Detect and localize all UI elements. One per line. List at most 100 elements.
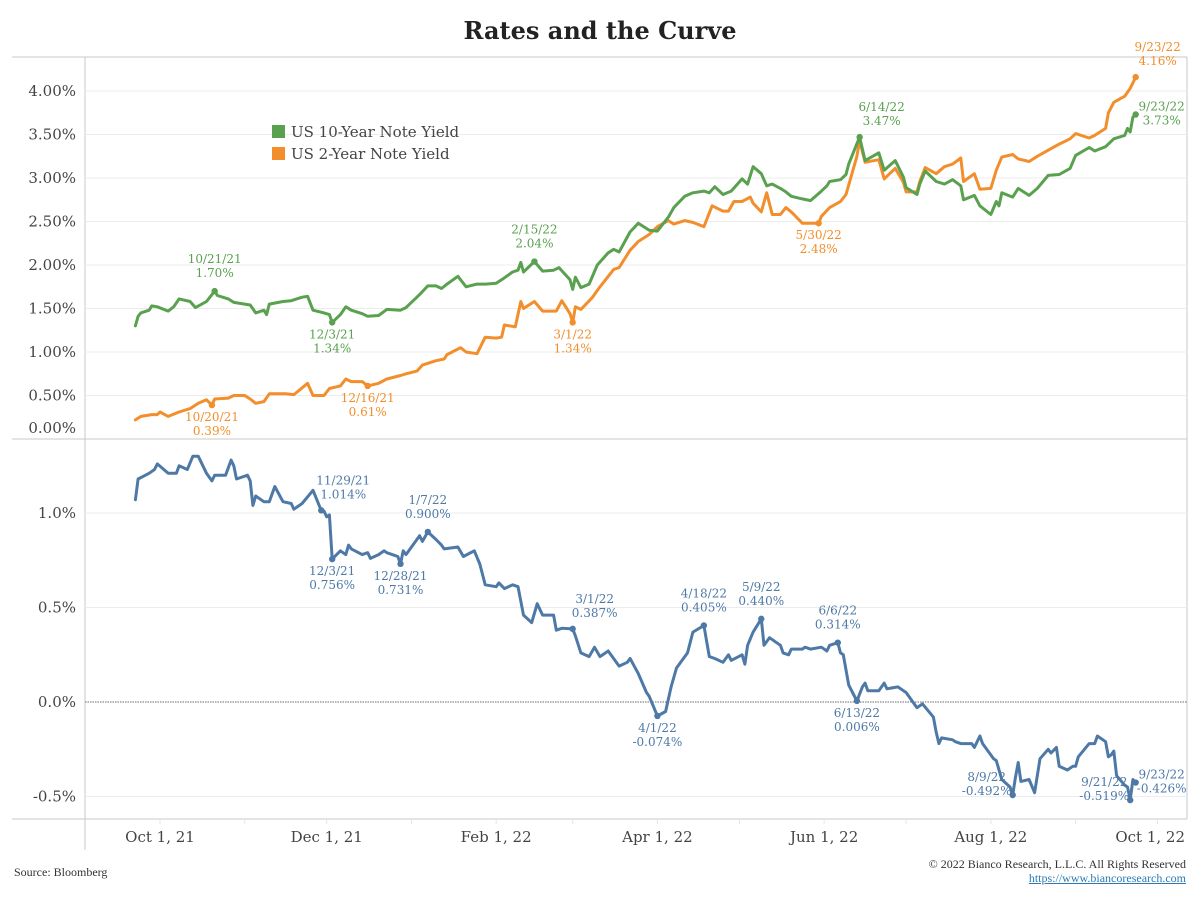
legend-label: US 10-Year Note Yield bbox=[291, 123, 459, 141]
y-tick-label: 0.0% bbox=[38, 693, 76, 711]
annotation-date: 8/9/22 bbox=[967, 770, 1006, 784]
x-tick-label: Feb 1, 22 bbox=[461, 828, 532, 846]
annotation-date: 6/14/22 bbox=[859, 100, 905, 114]
y-tick-label: 3.50% bbox=[28, 126, 76, 144]
annotation-marker bbox=[1009, 791, 1016, 799]
annotation-value: 1.34% bbox=[554, 341, 592, 355]
annotation-marker bbox=[1132, 73, 1139, 81]
annotation-value: 1.014% bbox=[320, 487, 366, 501]
annotation-marker bbox=[531, 258, 538, 265]
annotation-marker bbox=[569, 625, 576, 633]
annotation-date: 10/21/21 bbox=[188, 252, 242, 266]
series-line-10y-2y-curve bbox=[133, 454, 1138, 802]
annotation-value: 0.387% bbox=[572, 606, 618, 620]
annotation-date: 5/9/22 bbox=[742, 580, 781, 594]
annotation-date: 10/20/21 bbox=[185, 410, 239, 424]
annotation-value: 4.16% bbox=[1139, 54, 1177, 68]
annotation-marker bbox=[318, 507, 325, 514]
annotation-date: 12/16/21 bbox=[341, 391, 395, 405]
annotation-date: 6/13/22 bbox=[834, 706, 880, 720]
source-note: Source: Bloomberg bbox=[14, 865, 108, 879]
annotation-marker bbox=[328, 555, 336, 563]
annotation-value: 0.440% bbox=[738, 594, 784, 608]
legend-swatch bbox=[272, 125, 285, 138]
annotation-marker bbox=[211, 287, 218, 295]
annotation-value: 2.04% bbox=[515, 237, 553, 251]
annotation-value: -0.519% bbox=[1079, 789, 1129, 803]
x-tick-label: Aug 1, 22 bbox=[953, 828, 1027, 846]
y-tick-label: 2.00% bbox=[28, 256, 76, 274]
annotation-value: 0.39% bbox=[193, 424, 231, 438]
copyright-text: © 2022 Bianco Research, L.L.C. All Right… bbox=[928, 857, 1186, 871]
y-tick-label: 0.00% bbox=[28, 419, 76, 437]
annotation-date: 4/1/22 bbox=[638, 721, 677, 735]
x-tick-label: Oct 1, 21 bbox=[125, 828, 195, 846]
top-panel-y-axis: 0.00% 0.50% 1.00% 1.50% 2.00% 2.50% 3.00% 3.50%… bbox=[28, 82, 76, 437]
bottom-panel-annotations: 11/29/211.014% 12/3/210.756% 12/28/210.731… bbox=[309, 473, 1187, 804]
x-tick-label: Apr 1, 22 bbox=[621, 828, 693, 846]
annotation-marker bbox=[397, 560, 404, 568]
chart-title: Rates and the Curve bbox=[463, 16, 737, 45]
annotation-value: 0.756% bbox=[309, 578, 355, 592]
x-axis: Oct 1, 21 Dec 1, 21 Feb 1, 22 Apr 1, 22 Jun … bbox=[125, 819, 1185, 846]
y-tick-label: 1.50% bbox=[28, 300, 76, 318]
annotation-value: 0.405% bbox=[681, 600, 727, 614]
y-tick-label: 0.5% bbox=[38, 599, 76, 617]
annotation-date: 9/23/22 bbox=[1135, 40, 1181, 54]
annotation-date: 12/28/21 bbox=[374, 569, 428, 583]
annotation-value: 1.70% bbox=[196, 266, 234, 280]
annotation-date: 9/23/22 bbox=[1139, 768, 1185, 782]
annotation-value: 2.48% bbox=[800, 242, 838, 256]
legend-label: US 2-Year Note Yield bbox=[291, 145, 450, 163]
annotation-value: 3.73% bbox=[1143, 113, 1181, 127]
legend: US 10-Year Note Yield US 2-Year Note Yiel… bbox=[272, 123, 459, 163]
annotation-value: -0.492% bbox=[962, 784, 1012, 798]
annotation-date: 11/29/21 bbox=[316, 473, 370, 487]
annotation-date: 1/7/22 bbox=[409, 493, 448, 507]
series-line-us-2-year-note-yield bbox=[133, 75, 1138, 422]
y-tick-label: -0.5% bbox=[33, 788, 76, 806]
annotation-value: 1.34% bbox=[313, 341, 351, 355]
y-tick-label: 0.50% bbox=[28, 387, 76, 405]
y-tick-label: 2.50% bbox=[28, 213, 76, 231]
annotation-marker bbox=[834, 639, 841, 646]
annotation-marker bbox=[424, 528, 432, 536]
annotation-date: 6/6/22 bbox=[818, 604, 857, 618]
annotation-marker bbox=[654, 712, 661, 720]
annotation-marker bbox=[569, 319, 576, 326]
annotation-value: 0.900% bbox=[405, 507, 451, 521]
x-tick-label: Jun 1, 22 bbox=[788, 828, 858, 846]
annotation-marker bbox=[364, 382, 371, 390]
annotation-value: 0.61% bbox=[349, 405, 387, 419]
y-tick-label: 1.0% bbox=[38, 504, 76, 522]
annotation-marker bbox=[700, 622, 708, 629]
annotation-value: -0.426% bbox=[1137, 782, 1187, 796]
annotation-marker bbox=[1132, 111, 1139, 118]
x-tick-label: Dec 1, 21 bbox=[291, 828, 363, 846]
annotation-date: 9/23/22 bbox=[1139, 99, 1185, 113]
annotation-marker bbox=[815, 220, 822, 227]
y-tick-label: 3.00% bbox=[28, 169, 76, 187]
x-tick-label: Oct 1, 22 bbox=[1115, 828, 1185, 846]
annotation-date: 12/3/21 bbox=[309, 564, 355, 578]
annotation-marker bbox=[328, 319, 336, 326]
annotation-marker bbox=[856, 133, 863, 141]
annotation-date: 3/1/22 bbox=[575, 592, 614, 606]
annotation-marker bbox=[1127, 796, 1134, 804]
annotation-date: 4/18/22 bbox=[681, 586, 727, 600]
annotation-date: 2/15/22 bbox=[511, 223, 557, 237]
annotation-marker bbox=[208, 401, 216, 409]
website-link[interactable]: https://www.biancoresearch.com bbox=[1028, 871, 1186, 885]
annotation-value: 0.314% bbox=[815, 618, 861, 632]
copyright-block: © 2022 Bianco Research, L.L.C. All Right… bbox=[929, 857, 1186, 885]
top-panel-annotations: 10/21/211.70%12/3/211.34%2/15/222.04%6/1… bbox=[185, 40, 1185, 438]
top-panel-series bbox=[133, 75, 1138, 422]
bottom-panel-series bbox=[133, 454, 1138, 802]
annotation-marker bbox=[758, 615, 765, 623]
series-line-us-10-year-note-yield bbox=[133, 113, 1138, 328]
annotation-date: 3/1/22 bbox=[553, 327, 592, 341]
annotation-date: 12/3/21 bbox=[309, 327, 355, 341]
chart-frame bbox=[12, 56, 1188, 850]
annotation-marker bbox=[1132, 779, 1139, 786]
